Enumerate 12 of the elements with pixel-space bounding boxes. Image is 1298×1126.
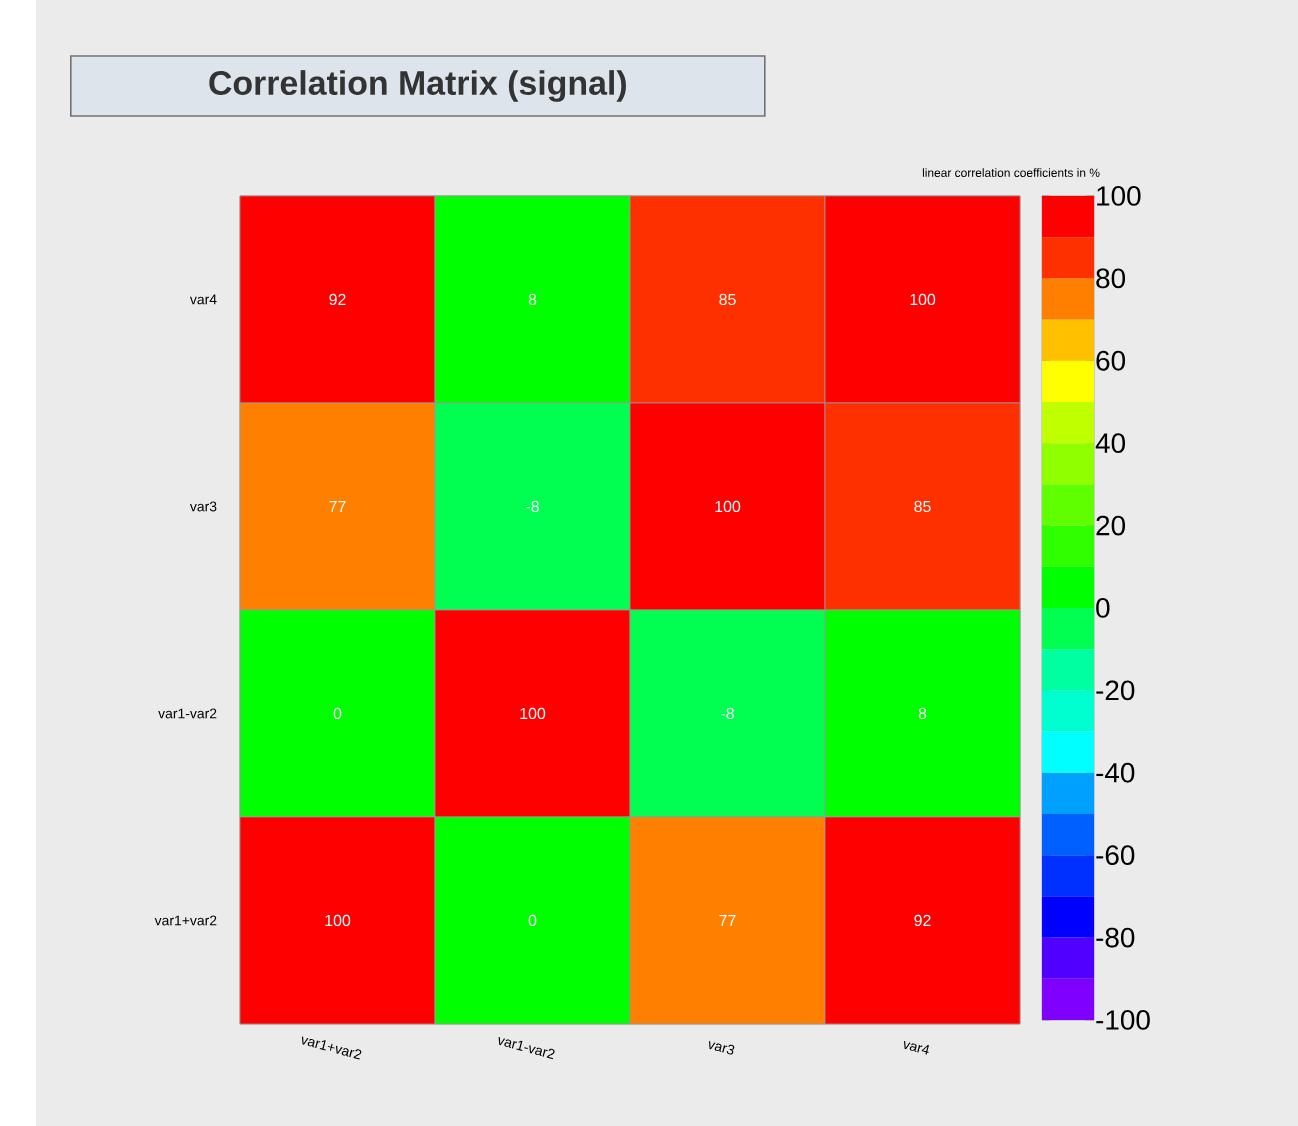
- color-bar-label: 0: [1096, 598, 1110, 618]
- color-bar-label: -20: [1096, 680, 1135, 701]
- color-bar-label: 20: [1096, 515, 1126, 536]
- color-bar-label: -40: [1096, 762, 1135, 783]
- color-bar-label: -60: [1096, 845, 1135, 866]
- color-bar-label: 100: [1097, 186, 1141, 206]
- color-bar-label: -100: [1096, 1010, 1150, 1030]
- color-bar-label: -80: [1096, 927, 1135, 948]
- color-bar-label: 40: [1095, 433, 1126, 454]
- chart-title: Correlation Matrix (signal): [209, 70, 626, 102]
- color-bar-label: 60: [1096, 350, 1126, 371]
- color-bar-label: 80: [1096, 268, 1126, 289]
